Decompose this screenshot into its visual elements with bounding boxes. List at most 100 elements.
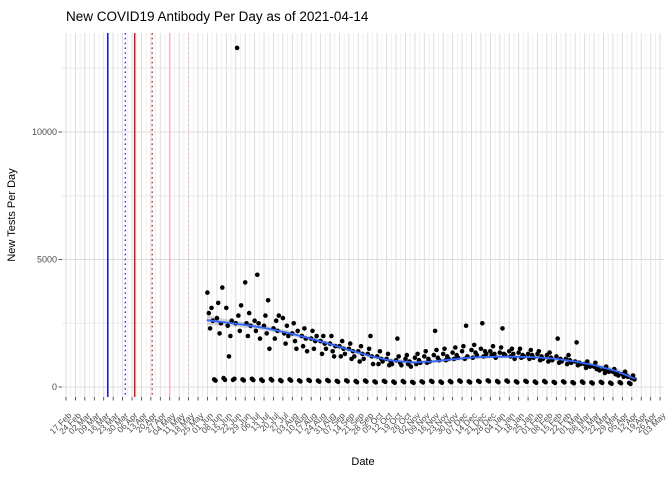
data-point (302, 326, 307, 331)
data-point (251, 377, 256, 383)
data-point (323, 346, 329, 352)
data-point (536, 349, 542, 354)
data-point (347, 341, 353, 346)
data-point (453, 345, 458, 350)
data-point (242, 280, 248, 285)
data-point (395, 336, 400, 341)
data-point (628, 381, 633, 387)
data-point (377, 349, 383, 354)
data-point (352, 354, 357, 359)
data-point (205, 290, 210, 295)
data-point (373, 380, 379, 385)
data-point (307, 378, 313, 384)
data-point (492, 351, 497, 357)
data-point (314, 333, 319, 339)
data-point (528, 347, 534, 353)
data-point (225, 323, 230, 329)
data-point (555, 336, 560, 341)
data-point (326, 378, 332, 384)
data-point (226, 354, 232, 359)
data-point (399, 363, 404, 368)
data-point (370, 361, 376, 367)
data-point (267, 346, 272, 352)
data-point (310, 328, 315, 334)
data-point (403, 356, 408, 362)
data-point (517, 346, 523, 352)
data-point (463, 323, 469, 329)
data-point (234, 45, 240, 51)
data-point (440, 351, 446, 357)
data-point (509, 346, 515, 352)
data-point (286, 333, 291, 339)
data-point (496, 379, 501, 385)
data-point (543, 379, 548, 385)
data-point (412, 355, 418, 361)
data-point (354, 379, 360, 385)
data-point (280, 315, 286, 321)
data-point (265, 298, 271, 303)
data-point (434, 347, 439, 353)
data-point (273, 318, 279, 324)
data-point (450, 350, 455, 355)
data-point (431, 352, 437, 358)
data-point (500, 326, 505, 331)
data-point (411, 380, 416, 386)
y-tick-label: 5000 (37, 255, 57, 265)
data-point (442, 346, 447, 352)
data-point (420, 380, 426, 385)
data-point (574, 340, 579, 345)
data-point (222, 377, 228, 383)
data-point (339, 338, 345, 344)
data-point (207, 326, 213, 331)
data-point (597, 368, 602, 373)
y-tick-label: 0 (52, 382, 57, 392)
data-point (497, 350, 503, 355)
data-point (512, 356, 517, 362)
data-point (311, 346, 317, 352)
data-point (237, 328, 243, 334)
data-point (511, 351, 516, 357)
data-point (599, 380, 605, 386)
data-point (606, 369, 612, 375)
data-point (432, 328, 438, 334)
chart-title: New COVID19 Antibody Per Day as of 2021-… (66, 9, 369, 24)
data-point (284, 323, 290, 329)
data-point (376, 361, 381, 367)
data-point (238, 303, 244, 308)
data-point (366, 346, 372, 352)
data-point (525, 351, 531, 357)
data-point (490, 343, 496, 349)
data-point (478, 346, 484, 352)
data-point (564, 361, 570, 367)
data-point (342, 351, 348, 357)
data-point (292, 338, 298, 344)
data-point (404, 352, 410, 358)
data-point (331, 354, 337, 359)
data-point (345, 379, 350, 384)
data-point (264, 331, 270, 336)
data-point (515, 380, 520, 385)
data-point (269, 378, 275, 383)
data-point (295, 328, 301, 334)
data-point (554, 354, 559, 359)
data-point (477, 379, 482, 385)
data-point (469, 347, 474, 353)
data-point (245, 333, 251, 339)
data-point (330, 349, 336, 354)
data-point (246, 310, 252, 316)
data-point (458, 379, 464, 384)
data-point (622, 369, 628, 375)
data-point (546, 359, 551, 364)
data-point (338, 354, 344, 359)
data-point (220, 285, 225, 290)
data-point (461, 343, 466, 349)
data-point (257, 336, 263, 341)
data-point (291, 321, 297, 326)
data-point (552, 380, 558, 386)
data-point (480, 321, 485, 326)
data-point (209, 305, 214, 311)
data-point (474, 352, 480, 358)
data-point (380, 359, 385, 364)
